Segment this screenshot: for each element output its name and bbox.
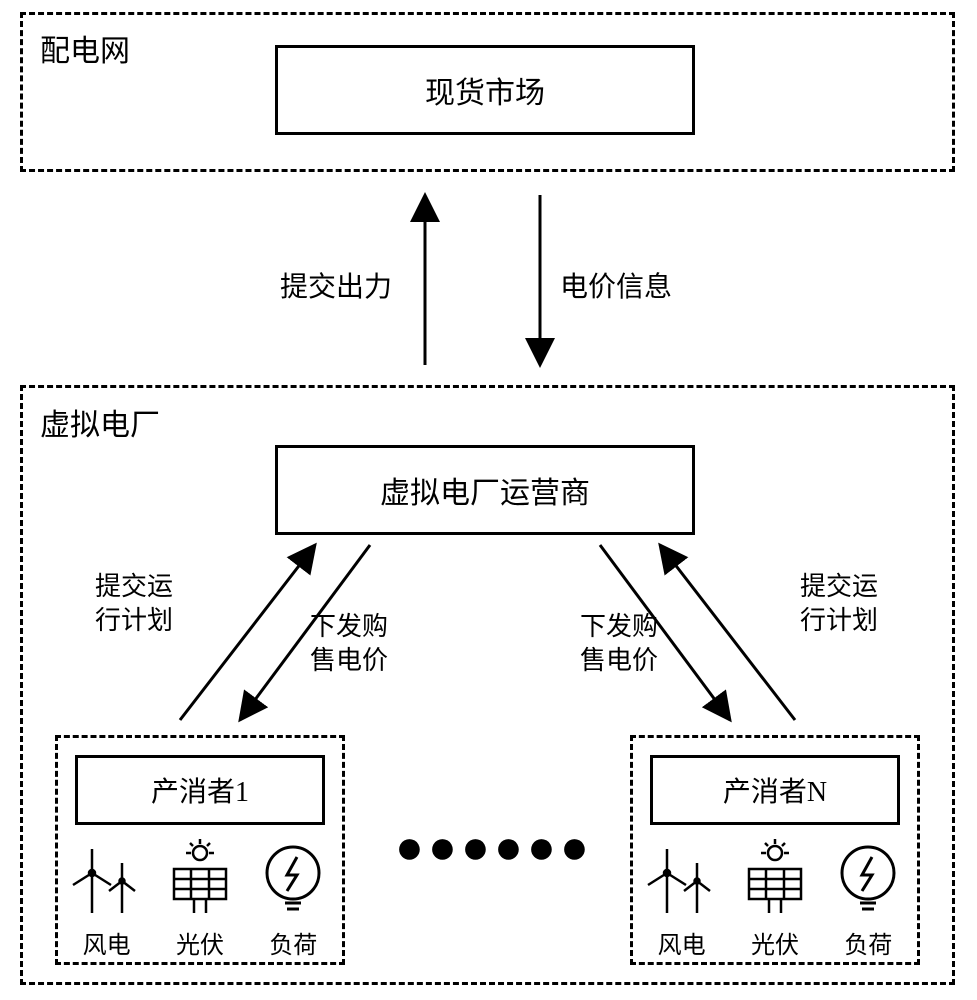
submit-plan-right-label: 提交运 行计划 xyxy=(800,570,878,638)
solar-label: 光伏 xyxy=(176,925,224,960)
wind-icon xyxy=(67,835,147,915)
load-label: 负荷 xyxy=(269,925,317,960)
prosumer-1-icon-labels: 风电 光伏 负荷 xyxy=(60,925,340,960)
submit-output-label: 提交出力 xyxy=(280,265,392,305)
solar-icon xyxy=(735,835,815,915)
prosumer-n-label: 产消者N xyxy=(723,770,827,810)
grid-area-title: 配电网 xyxy=(40,26,130,70)
price-info-label: 电价信息 xyxy=(560,265,672,305)
submit-plan-left-label: 提交运 行计划 xyxy=(95,570,173,638)
solar-icon xyxy=(160,835,240,915)
wind-label: 风电 xyxy=(83,925,131,960)
solar-label: 光伏 xyxy=(751,925,799,960)
issue-price-left-label: 下发购 售电价 xyxy=(310,610,388,678)
spot-market-box: 现货市场 xyxy=(275,45,695,135)
prosumer-n-icons xyxy=(635,835,915,915)
prosumer-n-title-box: 产消者N xyxy=(650,755,900,825)
prosumer-1-label: 产消者1 xyxy=(151,770,249,810)
load-label: 负荷 xyxy=(844,925,892,960)
prosumer-1-title-box: 产消者1 xyxy=(75,755,325,825)
spot-market-label: 现货市场 xyxy=(425,68,545,112)
prosumer-n-icon-labels: 风电 光伏 负荷 xyxy=(635,925,915,960)
load-icon xyxy=(253,835,333,915)
wind-label: 风电 xyxy=(658,925,706,960)
ellipsis: ●●●●●● xyxy=(395,820,593,875)
load-icon xyxy=(828,835,908,915)
wind-icon xyxy=(642,835,722,915)
prosumer-1-icons xyxy=(60,835,340,915)
vpp-operator-box: 虚拟电厂运营商 xyxy=(275,445,695,535)
vpp-area-title: 虚拟电厂 xyxy=(40,400,160,444)
vpp-operator-label: 虚拟电厂运营商 xyxy=(380,468,590,512)
issue-price-right-label: 下发购 售电价 xyxy=(580,610,658,678)
